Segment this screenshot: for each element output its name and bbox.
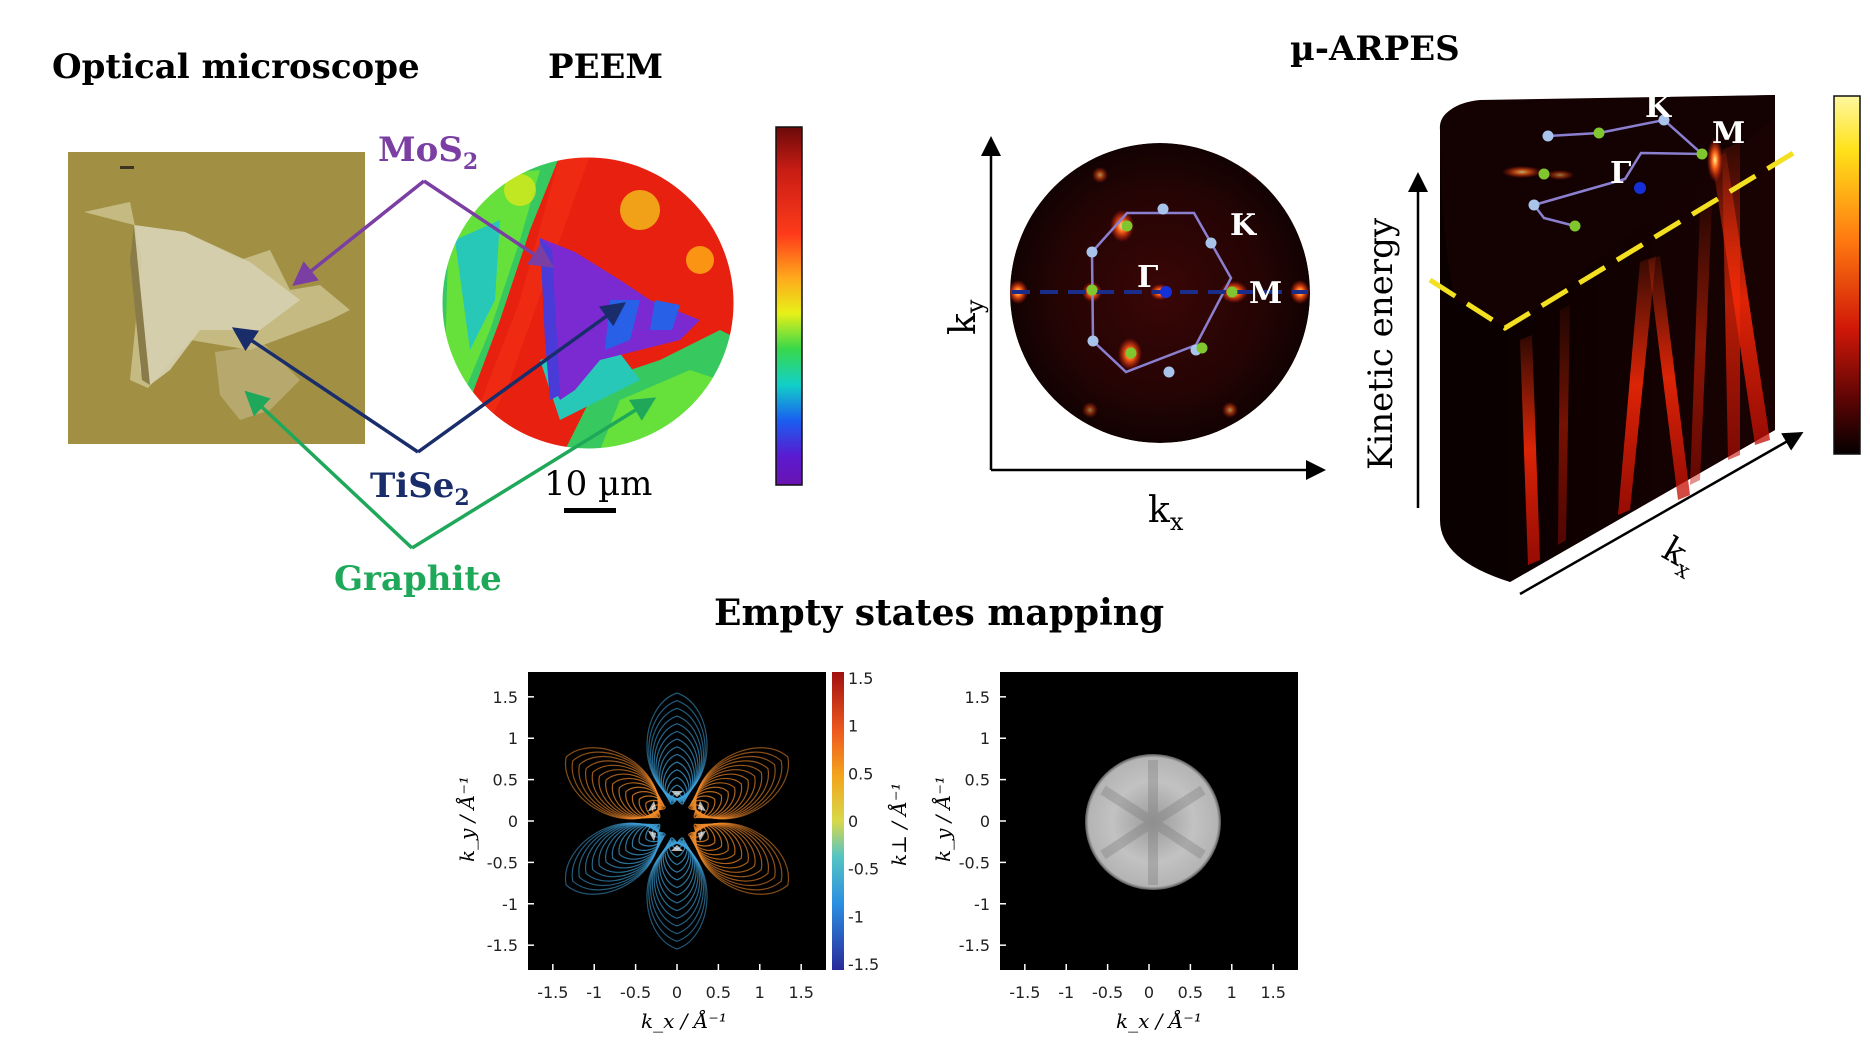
cube-axes xyxy=(1408,172,1804,596)
bz-k-label: K xyxy=(1230,208,1257,243)
y-tick-label: -1 xyxy=(502,895,518,914)
arpes-colorbar xyxy=(1833,95,1861,455)
arpes-title: µ-ARPES xyxy=(1290,29,1460,69)
bz-k-points xyxy=(1086,203,1217,378)
tise2-arrows xyxy=(231,302,626,454)
x-tick-label: -1 xyxy=(586,983,602,1002)
colorbar-tick-label: 1.5 xyxy=(848,669,873,688)
x-tick-label: -0.5 xyxy=(1092,983,1123,1002)
bz-gamma-label: Γ xyxy=(1137,260,1158,295)
y-tick-label: -0.5 xyxy=(959,853,990,872)
x-tick-label: 1 xyxy=(1227,983,1237,1002)
x-tick-label: -1.5 xyxy=(1009,983,1040,1002)
optical-image xyxy=(68,152,365,444)
colorbar-tick-label: 1 xyxy=(848,717,858,736)
y-tick-label: 0 xyxy=(980,812,990,831)
scalebar xyxy=(564,508,616,513)
bz-kx-label: kx xyxy=(1148,490,1184,536)
x-tick-label: 1.5 xyxy=(1260,983,1285,1002)
empty-right-ylabel: k_y / Å⁻¹ xyxy=(930,776,955,862)
empty-left-cbar-label: k⊥ / Å⁻¹ xyxy=(886,783,911,866)
x-tick-label: 0.5 xyxy=(1178,983,1203,1002)
x-tick-label: 0 xyxy=(672,983,682,1002)
cube-path xyxy=(1531,118,1706,228)
y-tick-label: 1 xyxy=(980,729,990,748)
empty-right-axes: -1.5 -1 -0.5 0 0.5 1 1.5 1.5 1 0.5 0 -0.5 -1 -1.5 xyxy=(959,688,1286,1002)
cube-m-label: M xyxy=(1712,116,1745,151)
empty-right-plot xyxy=(1000,672,1298,970)
y-tick-label: 0.5 xyxy=(493,771,518,790)
bz-hexagon xyxy=(1090,211,1233,374)
x-tick-label: -1 xyxy=(1058,983,1074,1002)
colorbar-tick-label: -1 xyxy=(848,907,864,926)
y-tick-label: 0.5 xyxy=(965,771,990,790)
peem-image xyxy=(442,157,734,449)
x-tick-label: -0.5 xyxy=(620,983,651,1002)
graphite-arrows xyxy=(244,390,657,550)
empty-states-title: Empty states mapping xyxy=(714,592,1164,634)
y-tick-label: 0 xyxy=(508,812,518,831)
y-tick-label: -0.5 xyxy=(487,853,518,872)
x-tick-label: -1.5 xyxy=(537,983,568,1002)
cube-xlabel: kx xyxy=(1653,529,1705,585)
x-tick-label: 1 xyxy=(755,983,765,1002)
y-tick-label: -1.5 xyxy=(959,936,990,955)
graphite-label: Graphite xyxy=(334,559,502,599)
contour-lobe xyxy=(688,747,790,820)
y-tick-label: 1 xyxy=(508,729,518,748)
empty-left-xlabel: k_x / Å⁻¹ xyxy=(641,1008,727,1033)
cube-gamma-label: Γ xyxy=(1610,156,1631,191)
x-tick-label: 1.5 xyxy=(788,983,813,1002)
peem-title: PEEM xyxy=(548,47,663,87)
cube-dashed-cut xyxy=(1428,143,1800,331)
peem-colorbar xyxy=(775,126,803,486)
mos2-arrows xyxy=(292,179,555,287)
y-tick-label: 1.5 xyxy=(965,688,990,707)
tise2-label: TiSe2 xyxy=(370,466,470,511)
y-tick-label: -1.5 xyxy=(487,936,518,955)
empty-right-xlabel: k_x / Å⁻¹ xyxy=(1116,1008,1202,1033)
x-tick-label: 0.5 xyxy=(706,983,731,1002)
contour-lobe xyxy=(564,747,666,820)
empty-left-plot xyxy=(528,672,826,970)
contour-lobe xyxy=(564,822,666,895)
bz-m-points xyxy=(1086,220,1238,359)
cube-ylabel: Kinetic energy xyxy=(1361,217,1401,470)
cube-m-points xyxy=(1538,127,1708,232)
empty-left-colorbar xyxy=(832,672,844,970)
colorbar-tick-label: -1.5 xyxy=(848,955,879,974)
empty-left-ylabel: k_y / Å⁻¹ xyxy=(454,776,479,862)
cube-k-label: K xyxy=(1645,90,1672,125)
colorbar-tick-label: 0 xyxy=(848,812,858,831)
empty-left-axes: -1.5 -1 -0.5 0 0.5 1 1.5 1.5 1 0.5 0 -0.5 -1 -1.5 1.5 1… xyxy=(487,669,879,1002)
y-tick-label: -1 xyxy=(974,895,990,914)
bz-axes xyxy=(981,136,1326,480)
bz-gamma-point xyxy=(1160,286,1172,298)
cube-gamma-point xyxy=(1634,182,1646,194)
bz-ky-label: ky xyxy=(943,299,989,335)
bz-m-label: M xyxy=(1249,276,1282,311)
scalebar-label: 10 µm xyxy=(544,464,652,504)
colorbar-tick-label: -0.5 xyxy=(848,860,879,879)
cube-k-points xyxy=(1528,114,1670,211)
contour-lobe xyxy=(688,822,790,895)
mos2-label: MoS2 xyxy=(378,130,478,175)
colorbar-tick-label: 0.5 xyxy=(848,764,873,783)
x-tick-label: 0 xyxy=(1144,983,1154,1002)
arpes-cube xyxy=(1439,95,1775,582)
contour-lobe xyxy=(646,837,708,950)
y-tick-label: 1.5 xyxy=(493,688,518,707)
contour-lobe xyxy=(646,692,708,805)
optical-title: Optical microscope xyxy=(52,47,420,87)
